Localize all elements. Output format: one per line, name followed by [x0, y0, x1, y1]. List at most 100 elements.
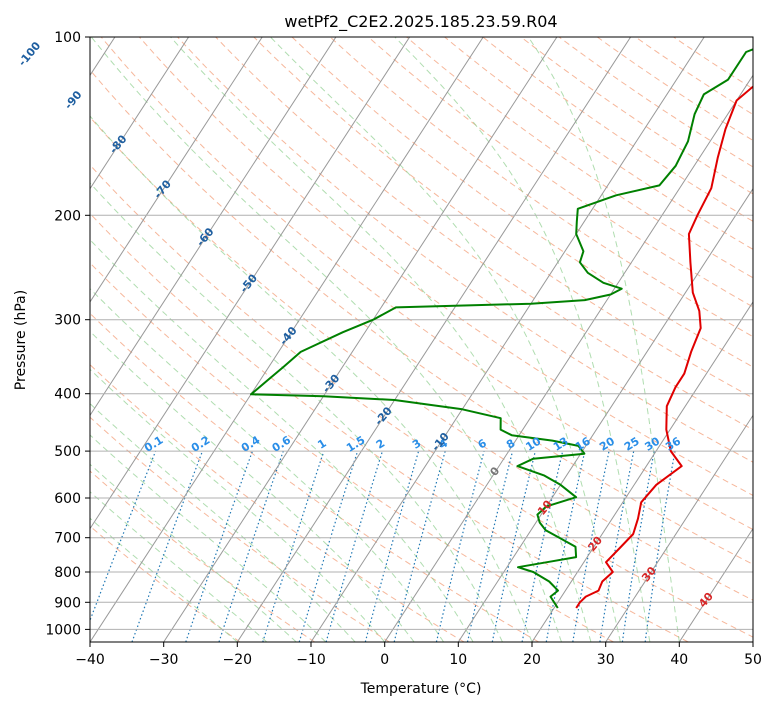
dry-adiabat — [367, 37, 753, 308]
mixing-ratio-line — [599, 450, 635, 642]
moist-adiabat — [90, 37, 562, 642]
moist-adiabat — [90, 463, 297, 642]
isotherm-line — [90, 37, 190, 190]
isotherm-line — [90, 37, 337, 417]
moist-adiabat — [90, 115, 533, 642]
y-tick-label: 400 — [54, 387, 81, 403]
isotherm-line — [163, 37, 558, 642]
dry-adiabat — [214, 37, 753, 431]
x-tick-label: 20 — [523, 652, 541, 668]
moist-adiabat — [90, 368, 386, 642]
x-tick-label: −20 — [223, 652, 253, 668]
isotherm-label: -80 — [107, 132, 130, 156]
chart-title: wetPf2_C2E2.2025.185.23.59.R04 — [284, 12, 557, 32]
moist-adiabat — [90, 182, 503, 642]
isotherm-label: 0 — [487, 464, 502, 478]
isotherm-line — [605, 414, 753, 642]
dry-adiabat — [90, 416, 390, 642]
moist-adiabat — [527, 37, 680, 642]
y-tick-label: 100 — [54, 30, 81, 46]
isotherm-label: -70 — [151, 177, 174, 201]
isotherm-label: 30 — [639, 564, 659, 584]
moist-adiabat — [90, 239, 474, 642]
mixing-ratio-line — [325, 450, 383, 642]
mixing-ratio-line — [218, 450, 284, 642]
mixing-ratio-label: 2 — [374, 437, 387, 452]
x-tick-label: 30 — [597, 652, 615, 668]
mixing-ratio-label: 1 — [315, 437, 328, 452]
dewpoint-profile — [250, 48, 753, 609]
dry-adiabat — [405, 37, 753, 279]
x-tick-label: −10 — [296, 652, 326, 668]
moist-adiabat — [394, 37, 651, 642]
moist-adiabat — [90, 491, 268, 642]
isotherm-label: -10 — [429, 430, 452, 454]
mixing-ratio-line — [644, 450, 676, 642]
y-tick-label: 500 — [54, 444, 81, 460]
dry-adiabat — [558, 37, 753, 168]
dry-adiabat — [520, 37, 753, 195]
isotherm-label: -40 — [277, 324, 300, 348]
moist-adiabat — [170, 37, 592, 642]
y-tick-label: 600 — [54, 491, 81, 507]
y-tick-label: 800 — [54, 565, 81, 581]
x-tick-label: 50 — [744, 652, 762, 668]
dry-adiabat — [253, 37, 753, 399]
isotherm-line — [90, 37, 263, 303]
dry-adiabat — [90, 116, 753, 601]
dry-adiabat — [596, 37, 753, 142]
mixing-ratio-line — [393, 450, 446, 642]
isotherm-line — [457, 187, 753, 642]
mixing-ratio-line — [466, 450, 514, 642]
dry-adiabat — [90, 69, 753, 565]
isotherm-line — [678, 527, 753, 642]
isotherm-line — [384, 74, 753, 642]
mixing-ratio-line — [262, 450, 325, 642]
plot-frame — [89, 36, 754, 643]
dry-adiabat — [481, 37, 753, 222]
isotherm-line — [310, 37, 705, 642]
moist-adiabat — [90, 402, 356, 642]
dry-adiabat — [90, 262, 614, 642]
dry-adiabat — [90, 164, 753, 638]
x-tick-label: −40 — [75, 652, 105, 668]
mixing-ratio-label: 6 — [476, 436, 490, 451]
isotherm-line — [90, 37, 484, 642]
mixing-ratio-line — [435, 450, 485, 642]
isotherm-label: 20 — [585, 534, 605, 554]
dry-adiabat — [176, 37, 753, 463]
dry-adiabat — [443, 37, 753, 250]
mixing-ratio-line — [90, 450, 157, 622]
temperature-profile — [575, 85, 753, 609]
moist-adiabat — [270, 37, 621, 642]
isotherm-label: 40 — [696, 590, 716, 610]
isotherm-label: -90 — [62, 88, 85, 112]
mixing-ratio-label: 0.1 — [142, 433, 165, 454]
isotherm-label: -60 — [194, 225, 217, 249]
mixing-ratio-label: 3 — [410, 437, 423, 452]
mixing-ratio-label: 0.2 — [189, 433, 212, 454]
y-tick-label: 1000 — [45, 622, 81, 638]
dry-adiabat — [100, 37, 753, 531]
mixing-ratio-line — [131, 450, 204, 642]
moist-adiabat — [90, 517, 238, 642]
x-axis-title: Temperature (°C) — [360, 681, 482, 697]
x-tick-label: 40 — [670, 652, 688, 668]
dry-adiabat — [90, 363, 465, 642]
mixing-ratio-line — [298, 450, 359, 642]
dry-adiabat — [329, 37, 753, 338]
moist-adiabat — [90, 287, 445, 642]
x-tick-label: 10 — [449, 652, 467, 668]
y-axis-title: Pressure (hPa) — [13, 290, 29, 390]
x-tick-label: 0 — [380, 652, 389, 668]
isotherm-label: -50 — [237, 271, 260, 295]
mixing-ratio-label: 1.5 — [344, 433, 367, 454]
moist-adiabat — [90, 330, 415, 642]
isotherm-line — [752, 641, 753, 642]
mixing-ratio-label: 8 — [504, 437, 517, 452]
y-tick-label: 300 — [54, 313, 81, 329]
mixing-ratio-line — [364, 450, 420, 642]
isotherm-label: -100 — [16, 39, 44, 69]
